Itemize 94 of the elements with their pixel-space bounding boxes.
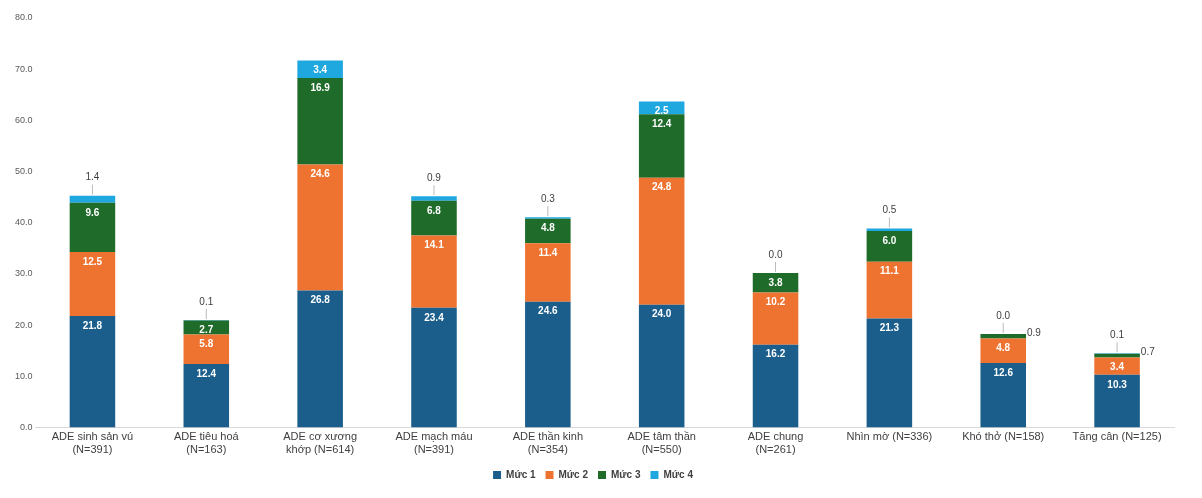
data-label: 12.5: [82, 255, 103, 267]
bar: [183, 364, 230, 428]
bar: [866, 261, 913, 319]
y-tick-label: 50.0: [14, 166, 33, 177]
data-label: 3.4: [1110, 361, 1125, 373]
y-tick-label: 10.0: [14, 370, 33, 381]
bar: [525, 243, 571, 302]
data-label: 10.3: [1107, 378, 1128, 390]
bar: [752, 292, 799, 345]
data-label: 6.0: [882, 234, 897, 246]
data-label: 0.9: [427, 171, 442, 183]
y-tick-label: 30.0: [14, 268, 33, 279]
data-label: 0.5: [882, 204, 897, 216]
data-label: 0.0: [768, 248, 783, 260]
data-label: 14.1: [424, 239, 445, 251]
data-label: 0.1: [1110, 329, 1125, 341]
data-label: 0.1: [199, 295, 214, 307]
x-tick-label: ADE sinh sản vú (N=391): [51, 430, 134, 456]
y-tick-label: 40.0: [14, 217, 33, 228]
bar: [69, 195, 116, 203]
data-label: 23.4: [424, 311, 445, 323]
x-tick-label: Nhìn mờ (N=336): [846, 430, 933, 443]
bar: [69, 315, 116, 428]
bar: [638, 114, 685, 178]
x-tick-label: ADE tiêu hoá (N=163): [173, 430, 240, 456]
data-label: 4.8: [996, 342, 1011, 354]
x-tick-label: ADE cơ xương khớp (N=614): [283, 430, 358, 456]
data-label: 0.7: [1140, 346, 1156, 358]
bar: [866, 318, 913, 428]
bar: [411, 200, 457, 236]
legend-label: Mức 2: [558, 468, 589, 480]
bar: [297, 164, 343, 291]
data-label: 3.4: [313, 64, 328, 76]
bar: [411, 307, 457, 428]
data-label: 4.8: [540, 222, 556, 234]
bar: [980, 333, 1026, 339]
x-tick-label: Khó thở (N=158): [962, 430, 1045, 443]
data-label: 24.0: [651, 308, 672, 320]
bar: [638, 304, 685, 428]
data-label: 1.4: [85, 171, 100, 183]
data-label: 0.9: [1027, 326, 1042, 338]
bar: [866, 228, 913, 231]
y-tick-label: 20.0: [14, 319, 33, 330]
data-label: 0.3: [540, 192, 556, 204]
x-tick-label: ADE mạch máu (N=391): [395, 430, 473, 456]
y-tick-label: 60.0: [14, 114, 33, 125]
data-label: 10.2: [765, 296, 786, 308]
data-label: 11.4: [538, 247, 558, 259]
y-tick-label: 70.0: [14, 63, 33, 74]
x-tick-label: Tăng cân (N=125): [1072, 430, 1162, 443]
legend-label: Mức 4: [663, 468, 694, 480]
x-tick-label: ADE chung (N=261): [747, 430, 804, 456]
bar: [411, 196, 457, 201]
data-label: 16.2: [765, 348, 786, 360]
data-label: 2.5: [654, 105, 670, 117]
data-label: 11.1: [879, 265, 900, 277]
data-label: 16.9: [310, 81, 331, 93]
data-label: 3.8: [768, 276, 783, 288]
bar: [980, 363, 1026, 428]
bar: [638, 177, 685, 305]
bar: [980, 338, 1026, 364]
bar: [297, 60, 343, 78]
bar: [525, 218, 571, 244]
bar: [1094, 357, 1140, 375]
x-tick-label: ADE tâm thần (N=550): [627, 430, 696, 456]
bar: [866, 230, 913, 262]
bar: [297, 290, 343, 428]
bar: [69, 202, 116, 252]
bar: [183, 334, 230, 365]
data-label: 26.8: [310, 294, 331, 306]
bar: [69, 251, 116, 316]
x-tick-label: ADE thần kinh (N=354): [512, 430, 583, 456]
data-label: 21.3: [879, 322, 900, 334]
legend-label: Mức 1: [506, 468, 536, 480]
data-label: 21.8: [82, 319, 103, 331]
data-label: 24.8: [651, 181, 672, 193]
data-label: 6.8: [427, 204, 442, 216]
data-label: 2.7: [199, 324, 214, 336]
data-label: 9.6: [85, 206, 100, 218]
legend-label: Mức 3: [611, 468, 641, 480]
data-label: 5.8: [199, 338, 214, 350]
bar: [752, 344, 799, 428]
bar: [297, 77, 343, 165]
bar: [411, 235, 457, 308]
y-tick-label: 80.0: [14, 12, 33, 23]
data-label: 12.4: [196, 367, 217, 379]
data-label: 24.6: [310, 168, 331, 180]
data-label: 12.4: [651, 118, 672, 130]
bar: [1094, 374, 1140, 428]
data-label: 12.6: [993, 366, 1014, 378]
y-tick-label: 0.0: [20, 422, 33, 433]
data-label: 24.6: [538, 305, 558, 317]
data-label: 0.0: [996, 309, 1011, 321]
bar: [525, 301, 571, 428]
